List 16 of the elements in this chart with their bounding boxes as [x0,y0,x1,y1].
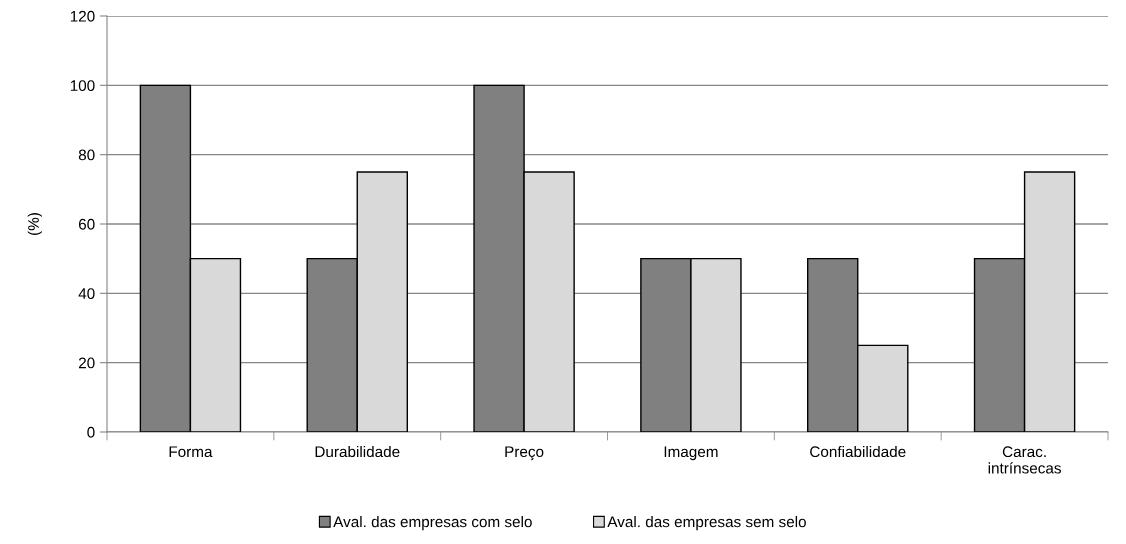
x-tick-label: Imagem [664,446,718,461]
y-tick-label: 20 [78,357,95,369]
legend-label: Aval. das empresas sem selo [607,516,806,531]
y-tick-label: 80 [78,149,95,161]
y-tick-label: 120 [70,10,95,22]
x-tick-label: Durabilidade [315,445,400,458]
y-tick-label: 100 [70,80,95,92]
x-tick-label: Confiabilidade [810,445,906,458]
x-tick-label: Carac. intrínsecas [988,446,1061,474]
y-tick-label: 40 [78,288,95,300]
x-tick-label: Forma [169,446,213,458]
y-tick-label: 60 [78,218,95,230]
y-tick-label: 0 [87,426,95,438]
x-tick-label: Preço [505,446,544,461]
y-axis-title: (%) [27,213,42,235]
legend-label: Aval. das empresas com selo [333,516,532,531]
